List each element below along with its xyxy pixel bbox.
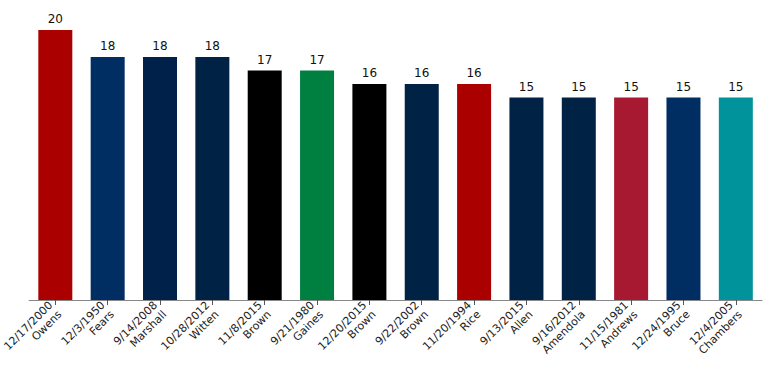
svg-text:12/4/2005: 12/4/2005	[686, 298, 736, 348]
svg-text:Fears: Fears	[87, 308, 117, 338]
svg-text:Owens: Owens	[29, 308, 65, 344]
svg-text:9/14/2008: 9/14/2008	[111, 298, 160, 348]
svg-text:15: 15	[519, 80, 534, 94]
svg-text:15: 15	[571, 80, 586, 94]
svg-text:9/22/2002: 9/22/2002	[372, 298, 422, 348]
svg-text:Chambers: Chambers	[696, 308, 745, 357]
svg-text:Witten: Witten	[186, 308, 222, 343]
svg-text:18: 18	[100, 39, 115, 53]
svg-text:9/21/1980: 9/21/1980	[268, 298, 318, 348]
svg-text:15: 15	[728, 80, 743, 94]
svg-text:15: 15	[676, 80, 691, 94]
svg-text:12/17/2000: 12/17/2000	[1, 298, 56, 353]
svg-text:12/20/2015: 12/20/2015	[315, 298, 370, 353]
svg-text:Rice: Rice	[457, 308, 483, 334]
svg-text:12/24/1995: 12/24/1995	[629, 298, 684, 353]
svg-text:10/28/2012: 10/28/2012	[158, 298, 213, 353]
svg-text:20: 20	[48, 12, 63, 26]
svg-text:Andrews: Andrews	[597, 308, 641, 351]
svg-text:Brown: Brown	[345, 308, 379, 342]
svg-text:Brown: Brown	[397, 308, 431, 342]
svg-text:11/8/2015: 11/8/2015	[215, 298, 265, 348]
svg-text:9/13/2015: 9/13/2015	[477, 298, 527, 348]
svg-text:16: 16	[414, 66, 429, 80]
svg-text:9/16/2012: 9/16/2012	[529, 298, 579, 348]
svg-text:11/15/1981: 11/15/1981	[577, 298, 632, 353]
svg-text:Bruce: Bruce	[661, 308, 693, 340]
svg-text:Brown: Brown	[240, 308, 274, 342]
svg-text:18: 18	[152, 39, 167, 53]
svg-text:16: 16	[362, 66, 377, 80]
svg-text:15: 15	[623, 80, 638, 94]
svg-text:18: 18	[205, 39, 220, 53]
svg-text:Allen: Allen	[507, 308, 536, 337]
svg-text:11/20/1994: 11/20/1994	[420, 298, 475, 353]
svg-text:17: 17	[257, 53, 272, 67]
svg-text:Amendola: Amendola	[540, 308, 588, 356]
svg-text:Gaines: Gaines	[290, 308, 327, 344]
svg-text:Marshall: Marshall	[127, 308, 170, 350]
svg-text:17: 17	[309, 53, 324, 67]
svg-text:12/3/1950: 12/3/1950	[58, 298, 108, 348]
svg-text:16: 16	[466, 66, 481, 80]
